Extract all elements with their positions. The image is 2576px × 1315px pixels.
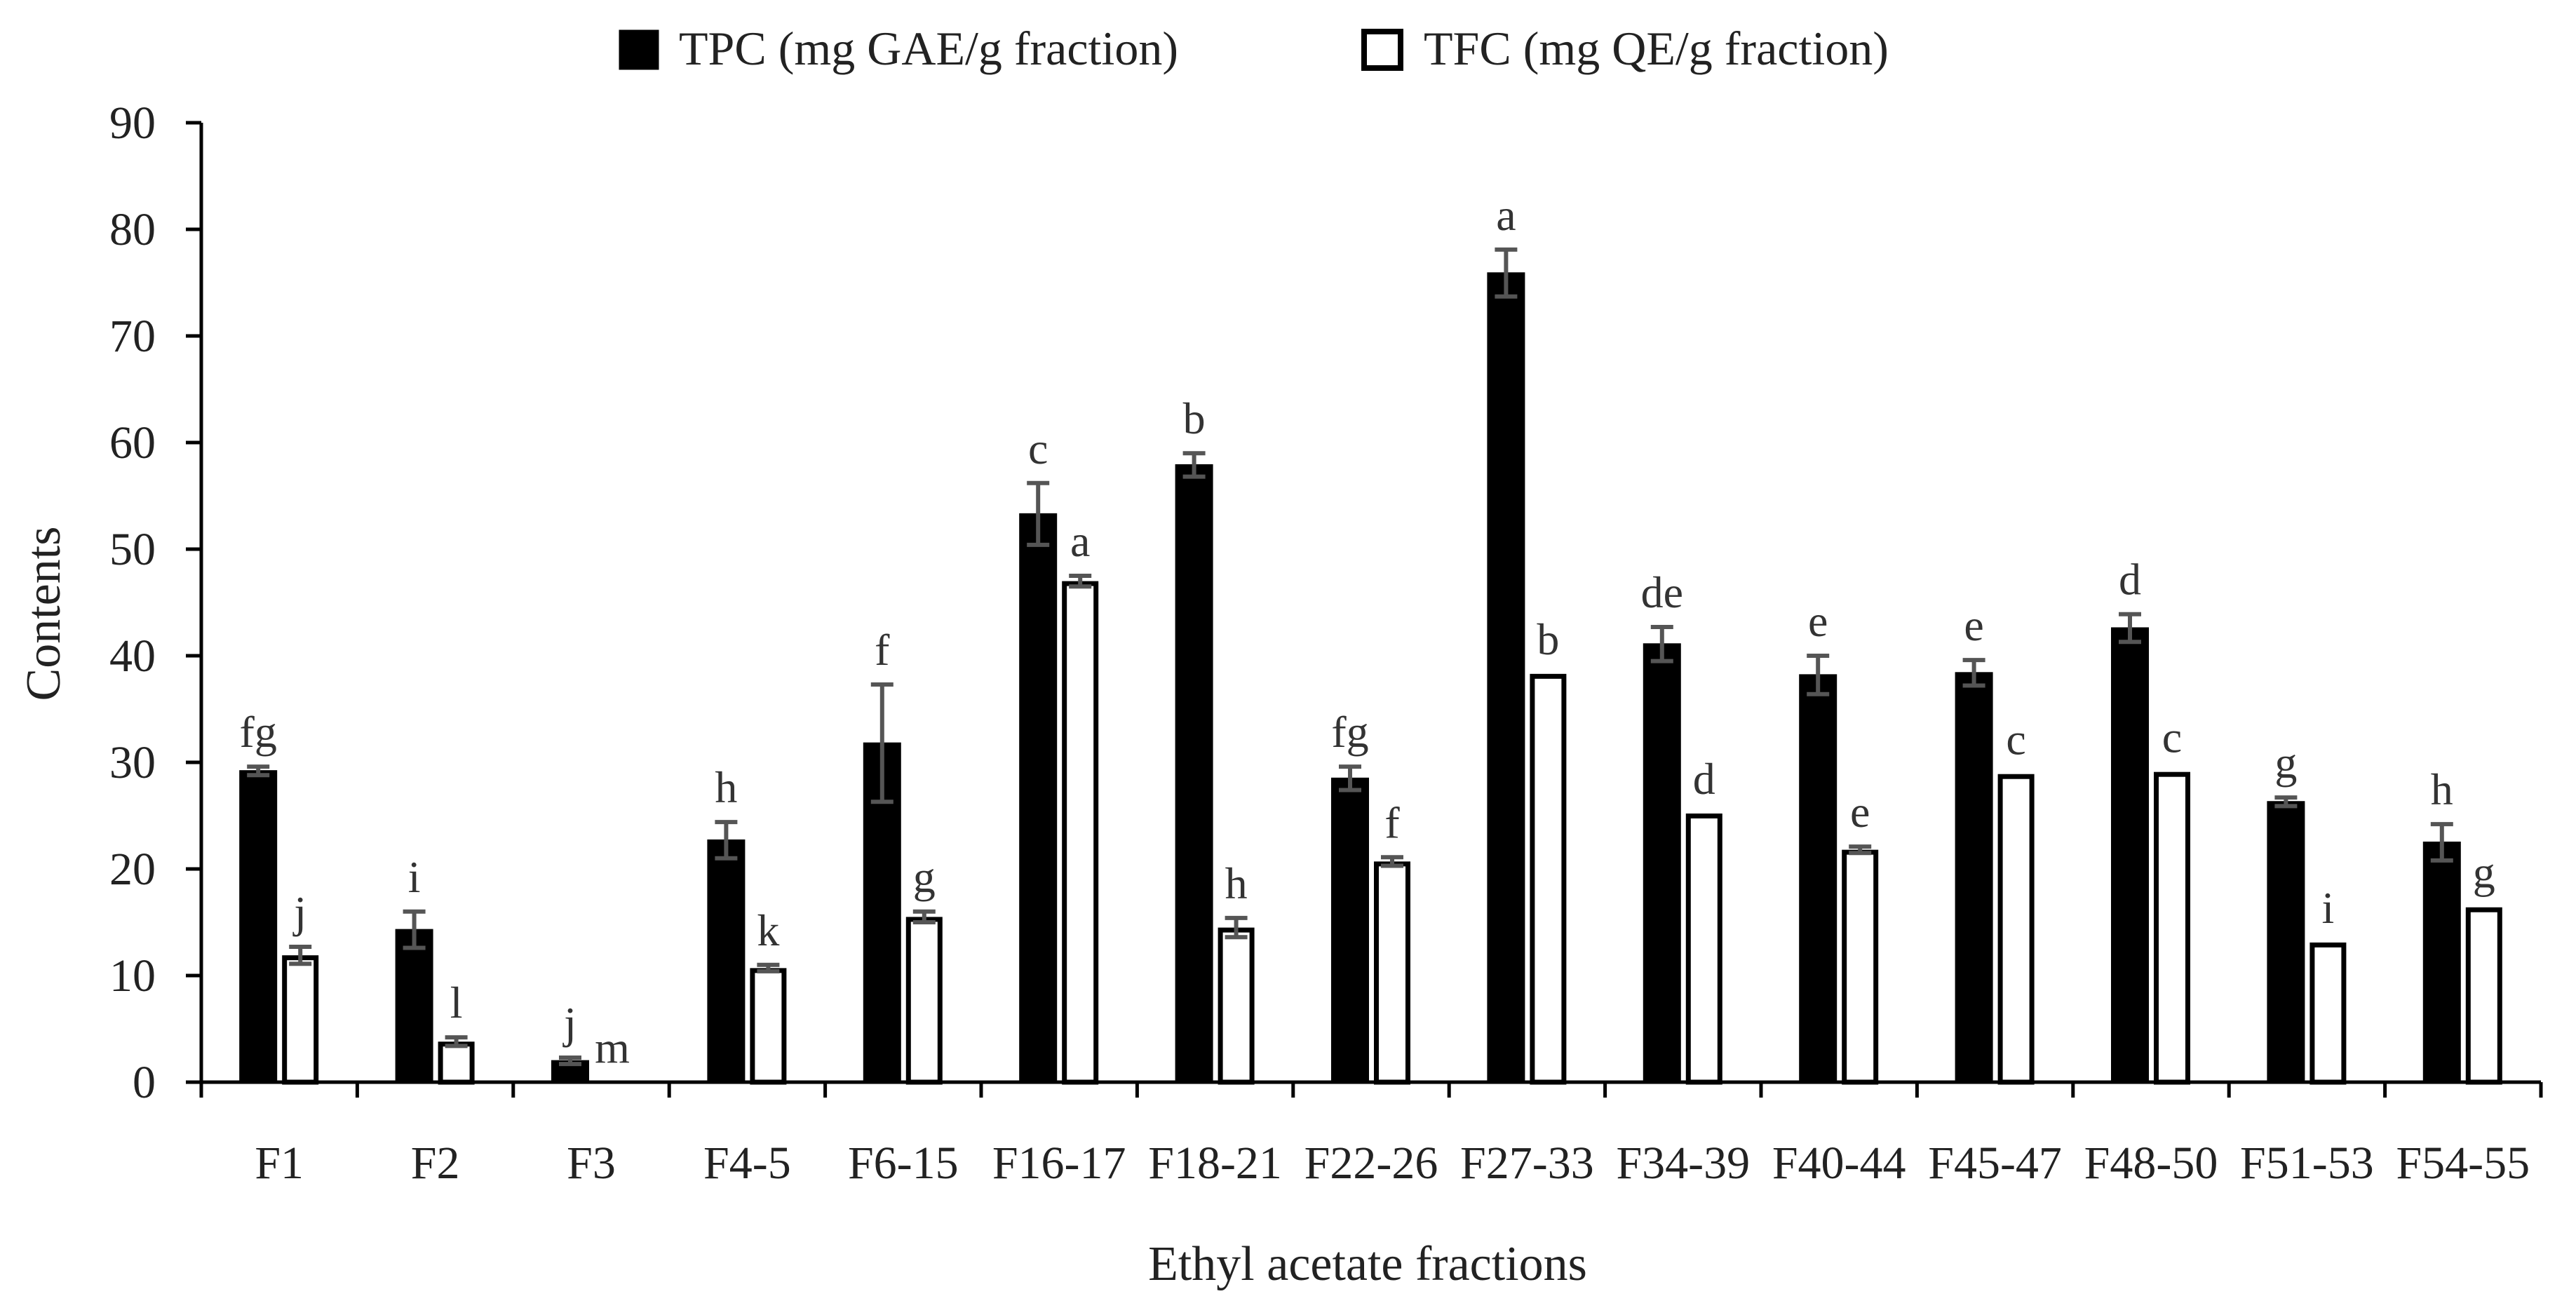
y-tick-label: 70 xyxy=(109,311,156,362)
x-category-label: F45-47 xyxy=(1928,1138,2062,1189)
x-category-label: F3 xyxy=(567,1138,616,1189)
y-axis-ticks: 0 10 20 30 40 50 60 70 80 90 xyxy=(109,97,201,1108)
legend-swatch-tpc xyxy=(619,29,659,70)
bar-tpc xyxy=(1955,672,1993,1083)
bar-tfc xyxy=(750,968,787,1085)
x-category-label: F2 xyxy=(411,1138,460,1189)
significance-label-tpc: de xyxy=(1641,567,1683,617)
legend-label-tpc: TPC (mg GAE/g fraction) xyxy=(679,22,1178,75)
bar-tpc xyxy=(395,929,433,1084)
bar-tfc xyxy=(1997,774,2035,1085)
legend-label-tfc: TFC (mg QE/g fraction) xyxy=(1424,22,1889,75)
x-category-label: F51-53 xyxy=(2240,1138,2374,1189)
significance-label-tfc: d xyxy=(1693,754,1715,804)
x-category-label: F22-26 xyxy=(1304,1138,1438,1189)
y-tick-label: 80 xyxy=(109,204,156,255)
bar-tfc xyxy=(1530,673,1567,1085)
significance-label-tpc: a xyxy=(1496,190,1516,240)
x-category-label: F34-39 xyxy=(1616,1138,1750,1189)
significance-label-tpc: e xyxy=(1808,596,1828,646)
significance-label-tfc: a xyxy=(1070,516,1090,566)
bar-tpc xyxy=(2422,842,2461,1083)
significance-label-tfc: h xyxy=(1225,858,1248,908)
significance-label-tfc: g xyxy=(2473,848,2495,898)
significance-label-tpc: c xyxy=(1028,424,1048,473)
y-tick-label: 10 xyxy=(109,950,156,1002)
x-category-label: F1 xyxy=(255,1138,304,1189)
significance-label-tfc: f xyxy=(1384,797,1400,847)
error-bars-layer xyxy=(247,247,2453,1067)
significance-label-tpc: g xyxy=(2274,738,2297,788)
significance-label-tpc: f xyxy=(875,625,890,675)
bar-tpc xyxy=(1643,643,1681,1083)
significance-label-tpc: h xyxy=(2431,764,2453,814)
significance-label-tfc: i xyxy=(2322,883,2335,933)
x-axis-title: Ethyl acetate fractions xyxy=(1148,1237,1587,1291)
bar-tfc xyxy=(1062,581,1099,1085)
bar-tfc xyxy=(905,917,943,1085)
significance-label-tpc: h xyxy=(715,762,737,812)
legend-swatch-tfc xyxy=(1361,29,1403,71)
bar-tfc xyxy=(1374,861,1410,1085)
significance-label-tfc: c xyxy=(2162,713,2182,762)
bar-tpc xyxy=(1175,464,1213,1083)
y-tick-label: 30 xyxy=(109,737,156,788)
y-axis-title: Contents xyxy=(17,527,71,701)
significance-label-tpc: i xyxy=(408,852,421,902)
x-category-label: F40-44 xyxy=(1772,1138,1906,1189)
y-tick-label: 90 xyxy=(109,97,156,149)
x-category-label: F27-33 xyxy=(1460,1138,1594,1189)
bars-layer xyxy=(239,272,2502,1085)
bar-tpc xyxy=(2267,801,2305,1083)
bar-tfc xyxy=(438,1041,475,1085)
bar-tfc xyxy=(2154,771,2190,1085)
significance-label-tfc: j xyxy=(292,887,306,937)
significance-label-tpc: fg xyxy=(1331,707,1368,757)
significance-label-tfc: b xyxy=(1537,614,1559,664)
bar-tfc xyxy=(1218,927,1255,1085)
y-tick-label: 50 xyxy=(109,524,156,575)
bar-tpc xyxy=(1019,513,1058,1083)
bar-tpc xyxy=(1331,777,1369,1084)
significance-label-tpc: d xyxy=(2119,555,2141,605)
bar-tfc xyxy=(1685,813,1722,1085)
x-category-label: F18-21 xyxy=(1148,1138,1282,1189)
bar-tpc xyxy=(2111,627,2149,1083)
y-tick-label: 60 xyxy=(109,417,156,468)
bar-tfc xyxy=(1842,849,1879,1085)
x-axis-categories: F1 F2 F3 F4-5 F6-15 F16-17 F18-21 F22-26 F27-33 F… xyxy=(199,1082,2543,1189)
x-category-label: F4-5 xyxy=(703,1138,791,1189)
x-category-label: F6-15 xyxy=(848,1138,959,1189)
significance-label-tpc: e xyxy=(1964,600,1983,650)
significance-label-tfc: e xyxy=(1850,787,1870,837)
significance-label-tfc: g xyxy=(913,852,936,902)
y-tick-label: 0 xyxy=(133,1057,156,1108)
bar-tpc xyxy=(239,770,278,1084)
significance-label-tpc: b xyxy=(1183,393,1206,443)
significance-label-tpc: fg xyxy=(240,707,277,757)
bar-tfc xyxy=(2309,942,2347,1085)
x-category-label: F54-55 xyxy=(2396,1138,2530,1189)
x-category-label: F16-17 xyxy=(992,1138,1126,1189)
significance-label-tfc: c xyxy=(2006,715,2025,764)
significance-label-tfc: l xyxy=(450,978,463,1027)
y-tick-label: 40 xyxy=(109,630,156,682)
significance-label-tfc: m xyxy=(595,1023,630,1072)
bar-tpc xyxy=(1799,674,1837,1083)
bar-tpc xyxy=(1487,272,1525,1084)
bar-tfc xyxy=(2465,907,2502,1085)
y-tick-label: 20 xyxy=(109,844,156,895)
legend: TPC (mg GAE/g fraction) TFC (mg QE/g fra… xyxy=(619,22,1889,75)
bar-tfc xyxy=(282,955,319,1085)
x-category-label: F48-50 xyxy=(2084,1138,2218,1189)
significance-label-tfc: k xyxy=(757,905,779,955)
significance-label-tpc: j xyxy=(562,998,576,1048)
bar-tpc xyxy=(707,839,746,1083)
